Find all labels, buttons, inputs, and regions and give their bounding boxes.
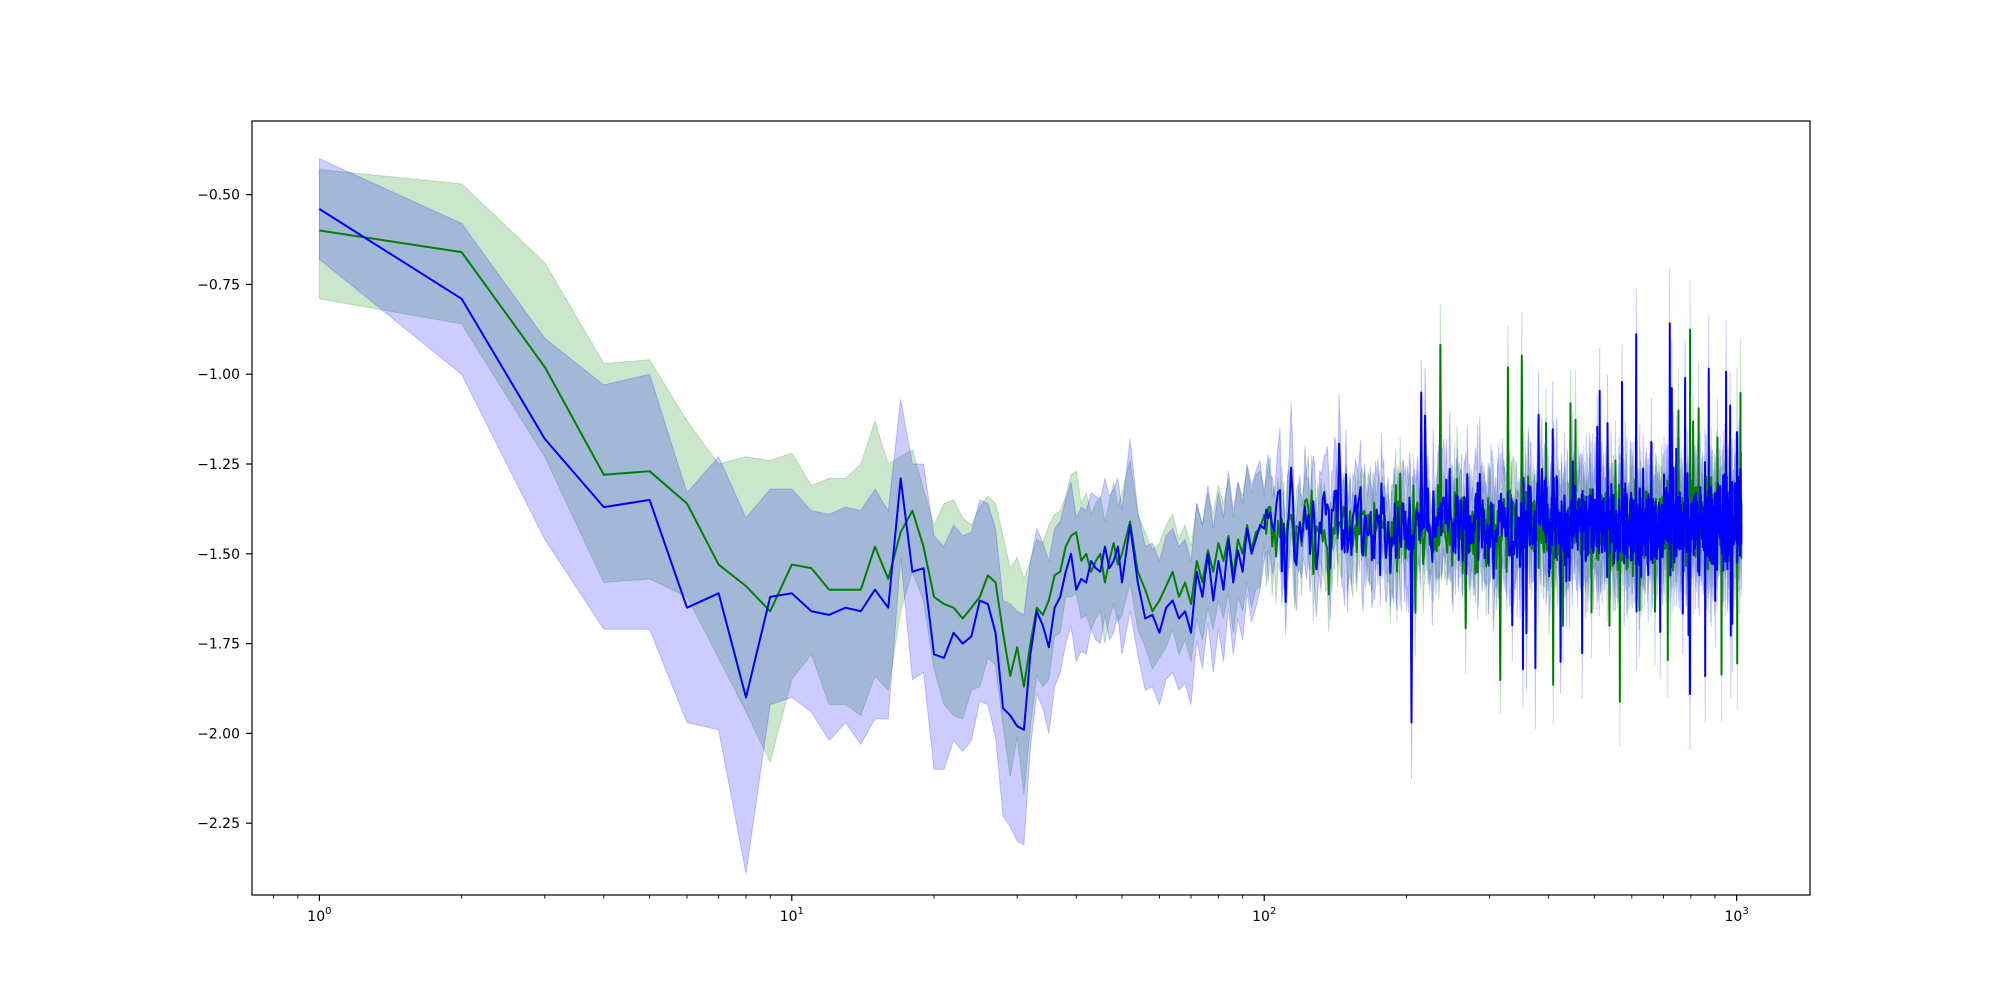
series-lines: [318, 208, 1743, 731]
y-tick-label: −1.50: [197, 547, 240, 563]
plot-area-frame: [251, 120, 1811, 896]
y-tick-label: −1.00: [197, 367, 240, 383]
y-tick-label: −2.25: [197, 816, 240, 832]
series-1-line: [318, 208, 1743, 731]
y-tick-label: −1.75: [197, 637, 240, 653]
y-tick-label: −0.50: [197, 188, 240, 204]
x-tick-label: 103: [1725, 906, 1749, 925]
x-tick-label: 102: [1252, 906, 1276, 925]
x-tick-label: 101: [780, 906, 804, 925]
y-tick-label: −0.75: [197, 277, 240, 293]
x-tick-label: 100: [307, 906, 331, 925]
y-axis: −0.50 −0.75 −1.00 −1.25 −1.50 −1.75 −2.00 −2.25: [197, 188, 252, 832]
x-axis: 100 101 102 103: [273, 895, 1749, 925]
y-tick-label: −1.25: [197, 457, 240, 473]
y-tick-label: −2.00: [197, 726, 240, 742]
